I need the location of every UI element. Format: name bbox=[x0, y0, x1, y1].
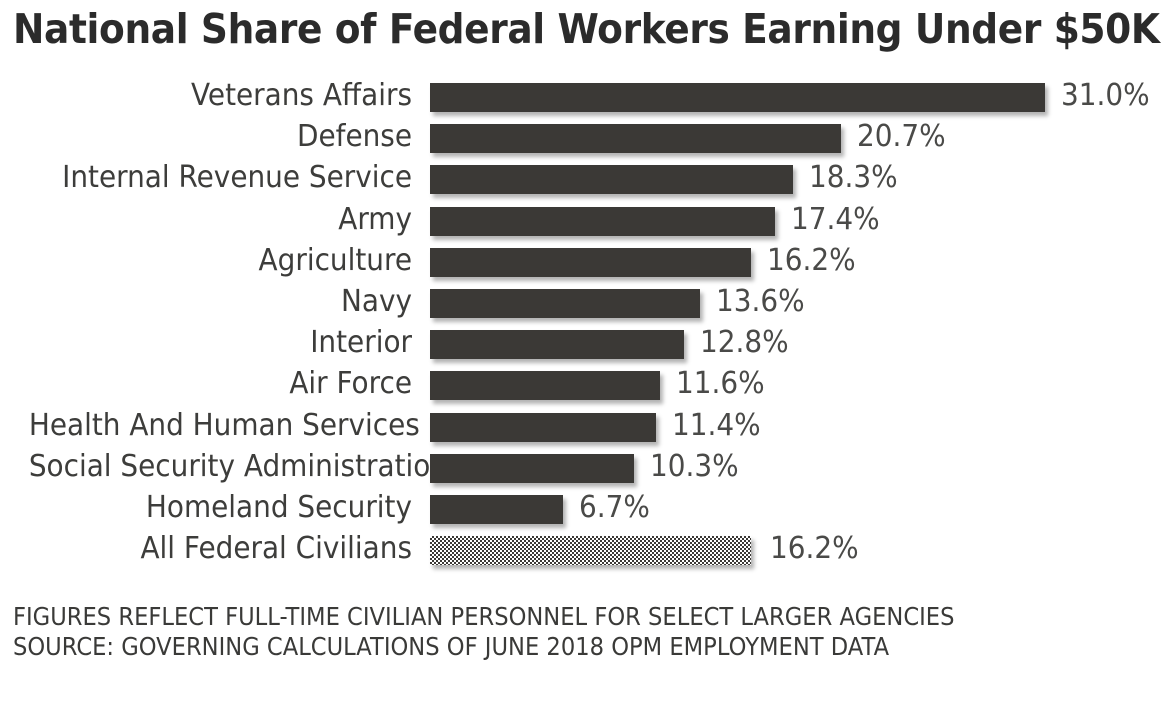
bar-container bbox=[430, 124, 841, 154]
bar-container bbox=[430, 330, 684, 360]
bar-container bbox=[430, 206, 776, 236]
bar bbox=[430, 453, 635, 483]
bar-value-label: 18.3% bbox=[809, 160, 898, 196]
bar bbox=[430, 288, 700, 318]
bar bbox=[430, 330, 684, 360]
bar-value-label: 11.6% bbox=[676, 366, 765, 402]
bar bbox=[430, 494, 563, 524]
bar-row: Army 17.4% bbox=[0, 202, 1170, 243]
bar bbox=[430, 165, 794, 195]
footnote-line: FIGURES REFLECT FULL-TIME CIVILIAN PERSO… bbox=[13, 602, 955, 631]
bar bbox=[430, 124, 841, 154]
bar-value-label: 17.4% bbox=[791, 201, 880, 237]
bar-category-label: Interior bbox=[310, 325, 412, 361]
bar-container bbox=[430, 412, 657, 442]
bar bbox=[430, 412, 657, 442]
bar-chart-plot-area: Veterans Affairs 31.0% Defense 20.7% Interna… bbox=[0, 78, 1170, 582]
bar bbox=[430, 83, 1045, 112]
bar-category-label: Navy bbox=[341, 283, 412, 319]
chart-title: National Share of Federal Workers Earnin… bbox=[13, 5, 1160, 53]
bar-row: Health And Human Services 11.4% bbox=[0, 408, 1170, 449]
bar-row: Defense 20.7% bbox=[0, 119, 1170, 160]
bar-row: Agriculture 16.2% bbox=[0, 243, 1170, 284]
bar-container bbox=[430, 371, 661, 401]
bar-category-label: Army bbox=[338, 201, 412, 237]
bar-category-label: Agriculture bbox=[258, 242, 412, 278]
bar-container bbox=[430, 288, 700, 318]
bar-row: Homeland Security 6.7% bbox=[0, 490, 1170, 531]
bar-category-label: Air Force bbox=[289, 366, 412, 402]
bar-row: All Federal Civilians 16.2% bbox=[0, 531, 1170, 572]
bar-container bbox=[430, 83, 1045, 112]
bar-value-label: 11.4% bbox=[672, 407, 761, 443]
bar-container bbox=[430, 453, 635, 483]
bar-row: Veterans Affairs 31.0% bbox=[0, 78, 1170, 119]
bar-value-label: 20.7% bbox=[856, 119, 946, 155]
bar-container bbox=[430, 494, 563, 524]
chart-footnotes: FIGURES REFLECT FULL-TIME CIVILIAN PERSO… bbox=[13, 602, 1163, 662]
bar-category-label: Social Security Administration bbox=[28, 448, 449, 484]
bar-category-label: Veterans Affairs bbox=[190, 78, 412, 113]
bar-category-label: Internal Revenue Service bbox=[62, 160, 413, 196]
bar-value-label: 16.2% bbox=[767, 242, 857, 278]
bar-container bbox=[430, 165, 794, 195]
bar-value-label: 10.3% bbox=[650, 448, 739, 484]
bar-category-label: Homeland Security bbox=[145, 489, 412, 525]
bar-value-label: 12.8% bbox=[699, 325, 789, 361]
bar-value-label: 16.2% bbox=[770, 531, 860, 567]
bar-category-label: All Federal Civilians bbox=[140, 531, 412, 567]
bar-row: Interior 12.8% bbox=[0, 325, 1170, 366]
bar-value-label: 13.6% bbox=[715, 283, 805, 319]
bar bbox=[430, 206, 776, 236]
bar-container bbox=[430, 247, 752, 277]
footnote-source: SOURCE: GOVERNING CALCULATIONS OF JUNE 2… bbox=[13, 632, 890, 661]
bar-row: Internal Revenue Service 18.3% bbox=[0, 160, 1170, 201]
bar bbox=[430, 247, 752, 277]
bar-category-label: Defense bbox=[296, 119, 412, 155]
bar-row: Navy 13.6% bbox=[0, 284, 1170, 325]
bar-container bbox=[430, 536, 752, 566]
bar-row: Air Force 11.6% bbox=[0, 366, 1170, 407]
bar-category-label: Health And Human Services bbox=[28, 407, 420, 443]
bar bbox=[430, 371, 661, 401]
bar-value-label: 31.0% bbox=[1061, 78, 1150, 113]
bar-value-label: 6.7% bbox=[578, 489, 650, 525]
bar-row: Social Security Administration 10.3% bbox=[0, 449, 1170, 490]
bar bbox=[430, 536, 752, 566]
